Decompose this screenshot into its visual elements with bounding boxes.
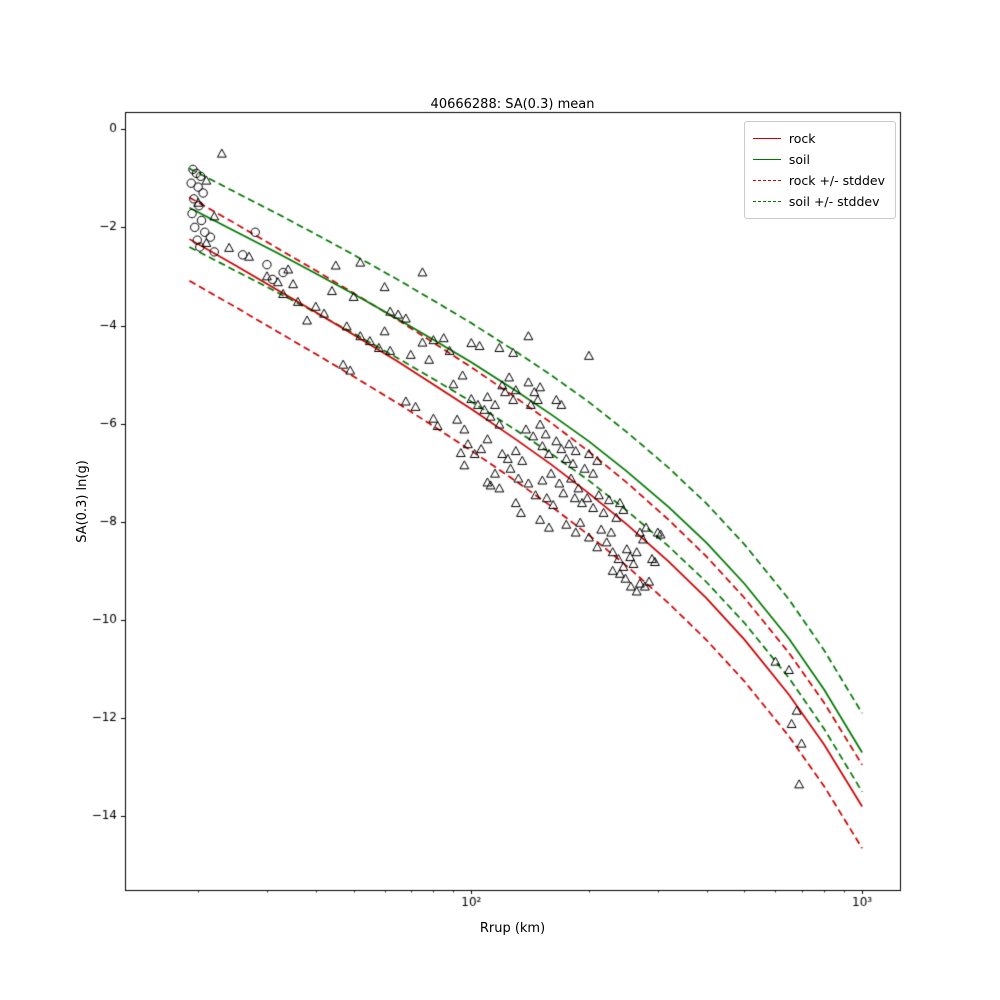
legend-label-rock-stddev: rock +/- stddev — [788, 173, 885, 188]
legend-line-soil-icon — [752, 159, 781, 160]
legend-line-soil-stddev-icon — [752, 201, 781, 202]
legend-label-soil: soil — [788, 152, 810, 167]
legend-line-rock-stddev-icon — [752, 180, 781, 181]
legend-line-rock-icon — [752, 138, 781, 139]
legend-item-soil: soil — [752, 149, 885, 170]
legend-item-rock: rock — [752, 128, 885, 149]
chart-title: 40666288: SA(0.3) mean — [430, 97, 595, 112]
legend: rock soil rock +/- stddev soil +/- stdde… — [743, 121, 896, 219]
legend-label-rock: rock — [788, 131, 816, 146]
legend-label-soil-stddev: soil +/- stddev — [788, 194, 880, 209]
x-axis-label: Rrup (km) — [479, 921, 546, 936]
legend-item-rock-stddev: rock +/- stddev — [752, 170, 885, 191]
legend-item-soil-stddev: soil +/- stddev — [752, 191, 885, 212]
y-axis-label: SA(0.3) ln(g) — [75, 460, 90, 543]
